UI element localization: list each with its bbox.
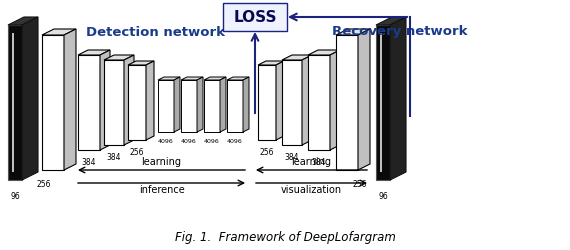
Polygon shape bbox=[282, 60, 302, 145]
Polygon shape bbox=[227, 80, 243, 132]
Text: 4096: 4096 bbox=[227, 139, 243, 144]
Text: 96: 96 bbox=[10, 192, 20, 201]
Polygon shape bbox=[258, 65, 276, 140]
Text: 384: 384 bbox=[82, 158, 96, 167]
Polygon shape bbox=[390, 17, 406, 180]
Polygon shape bbox=[302, 55, 312, 145]
Text: inference: inference bbox=[139, 185, 184, 195]
Polygon shape bbox=[227, 77, 249, 80]
Polygon shape bbox=[258, 61, 284, 65]
Polygon shape bbox=[330, 50, 340, 150]
Polygon shape bbox=[197, 77, 203, 132]
Text: learning: learning bbox=[141, 157, 181, 167]
Polygon shape bbox=[336, 29, 370, 35]
FancyBboxPatch shape bbox=[223, 3, 287, 31]
Text: learning: learning bbox=[291, 157, 332, 167]
Polygon shape bbox=[78, 55, 100, 150]
Polygon shape bbox=[42, 35, 64, 170]
Polygon shape bbox=[380, 33, 382, 172]
Text: 384: 384 bbox=[107, 153, 121, 162]
Text: 256: 256 bbox=[260, 148, 274, 157]
Text: 256: 256 bbox=[353, 180, 367, 189]
Polygon shape bbox=[124, 55, 134, 145]
Polygon shape bbox=[308, 50, 340, 55]
Text: 4096: 4096 bbox=[181, 139, 197, 144]
Polygon shape bbox=[128, 61, 154, 65]
Polygon shape bbox=[146, 61, 154, 140]
Text: 4096: 4096 bbox=[158, 139, 174, 144]
Polygon shape bbox=[128, 65, 146, 140]
Polygon shape bbox=[376, 25, 390, 180]
Polygon shape bbox=[276, 61, 284, 140]
Polygon shape bbox=[358, 29, 370, 170]
Text: visualization: visualization bbox=[281, 185, 342, 195]
Polygon shape bbox=[376, 17, 406, 25]
Polygon shape bbox=[22, 17, 38, 180]
Text: 384: 384 bbox=[285, 153, 299, 162]
Polygon shape bbox=[308, 55, 330, 150]
Polygon shape bbox=[204, 77, 226, 80]
Text: Recovery network: Recovery network bbox=[332, 26, 468, 38]
Text: Fig. 1.  Framework of DeepLofargram: Fig. 1. Framework of DeepLofargram bbox=[174, 232, 396, 244]
Polygon shape bbox=[158, 80, 174, 132]
Text: 96: 96 bbox=[378, 192, 388, 201]
Text: Detection network: Detection network bbox=[86, 26, 225, 38]
Polygon shape bbox=[181, 77, 203, 80]
Polygon shape bbox=[336, 35, 358, 170]
Polygon shape bbox=[78, 50, 110, 55]
Polygon shape bbox=[220, 77, 226, 132]
Polygon shape bbox=[64, 29, 76, 170]
Text: 384: 384 bbox=[312, 158, 326, 167]
Text: 256: 256 bbox=[130, 148, 144, 157]
Polygon shape bbox=[8, 25, 22, 180]
Polygon shape bbox=[8, 17, 38, 25]
Polygon shape bbox=[243, 77, 249, 132]
Polygon shape bbox=[104, 55, 134, 60]
Text: 4096: 4096 bbox=[204, 139, 220, 144]
Text: LOSS: LOSS bbox=[233, 10, 277, 24]
Polygon shape bbox=[204, 80, 220, 132]
Polygon shape bbox=[174, 77, 180, 132]
Polygon shape bbox=[181, 80, 197, 132]
Text: 256: 256 bbox=[36, 180, 51, 189]
Polygon shape bbox=[282, 55, 312, 60]
Polygon shape bbox=[104, 60, 124, 145]
Polygon shape bbox=[158, 77, 180, 80]
Polygon shape bbox=[42, 29, 76, 35]
Polygon shape bbox=[11, 33, 14, 172]
Polygon shape bbox=[100, 50, 110, 150]
